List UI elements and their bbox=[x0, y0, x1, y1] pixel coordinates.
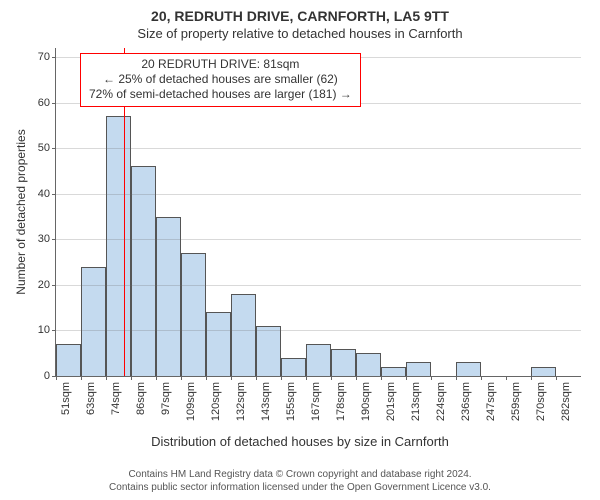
x-tick-label: 86sqm bbox=[135, 382, 147, 415]
x-tick-mark bbox=[431, 376, 432, 380]
y-tick-label: 0 bbox=[44, 370, 50, 382]
x-tick-label: 167sqm bbox=[310, 382, 322, 421]
bar bbox=[331, 349, 356, 376]
attribution-line: Contains public sector information licen… bbox=[0, 481, 600, 494]
y-tick-mark bbox=[52, 103, 56, 104]
x-tick-label: 155sqm bbox=[285, 382, 297, 421]
attribution-line: Contains HM Land Registry data © Crown c… bbox=[0, 468, 600, 481]
y-tick-label: 50 bbox=[38, 142, 50, 154]
x-tick-mark bbox=[331, 376, 332, 380]
x-tick-mark bbox=[56, 376, 57, 380]
x-tick-label: 143sqm bbox=[260, 382, 272, 421]
x-tick-mark bbox=[131, 376, 132, 380]
x-tick-label: 132sqm bbox=[235, 382, 247, 421]
y-tick-label: 30 bbox=[38, 233, 50, 245]
x-tick-mark bbox=[306, 376, 307, 380]
x-tick-label: 247sqm bbox=[485, 382, 497, 421]
bar bbox=[356, 353, 381, 376]
x-tick-label: 190sqm bbox=[360, 382, 372, 421]
attribution: Contains HM Land Registry data © Crown c… bbox=[0, 468, 600, 494]
y-tick-mark bbox=[52, 194, 56, 195]
y-tick-mark bbox=[52, 239, 56, 240]
bar bbox=[306, 344, 331, 376]
x-tick-label: 259sqm bbox=[510, 382, 522, 421]
x-tick-mark bbox=[531, 376, 532, 380]
x-tick-mark bbox=[356, 376, 357, 380]
x-tick-mark bbox=[381, 376, 382, 380]
bar bbox=[456, 362, 481, 376]
x-tick-label: 97sqm bbox=[160, 382, 172, 415]
x-tick-mark bbox=[281, 376, 282, 380]
gridline bbox=[56, 148, 581, 149]
x-tick-label: 120sqm bbox=[210, 382, 222, 421]
bar bbox=[81, 267, 106, 376]
x-tick-mark bbox=[406, 376, 407, 380]
x-tick-mark bbox=[181, 376, 182, 380]
y-tick-mark bbox=[52, 57, 56, 58]
x-tick-mark bbox=[106, 376, 107, 380]
x-tick-label: 213sqm bbox=[410, 382, 422, 421]
x-axis-label: Distribution of detached houses by size … bbox=[0, 434, 600, 449]
x-tick-mark bbox=[481, 376, 482, 380]
x-tick-mark bbox=[81, 376, 82, 380]
x-tick-label: 270sqm bbox=[535, 382, 547, 421]
bar bbox=[56, 344, 81, 376]
bar bbox=[231, 294, 256, 376]
x-tick-mark bbox=[456, 376, 457, 380]
annotation-line: ← 25% of detached houses are smaller (62… bbox=[89, 72, 352, 87]
chart-title: 20, REDRUTH DRIVE, CARNFORTH, LA5 9TT bbox=[0, 8, 600, 24]
x-tick-mark bbox=[206, 376, 207, 380]
x-tick-label: 74sqm bbox=[110, 382, 122, 415]
x-tick-label: 109sqm bbox=[185, 382, 197, 421]
bar bbox=[106, 116, 131, 376]
bar bbox=[156, 217, 181, 376]
gridline bbox=[56, 285, 581, 286]
x-tick-label: 63sqm bbox=[85, 382, 97, 415]
y-axis-label: Number of detached properties bbox=[14, 112, 28, 312]
x-tick-mark bbox=[506, 376, 507, 380]
bar bbox=[281, 358, 306, 376]
y-tick-mark bbox=[52, 285, 56, 286]
bar bbox=[531, 367, 556, 376]
bar bbox=[206, 312, 231, 376]
x-tick-label: 236sqm bbox=[460, 382, 472, 421]
y-tick-mark bbox=[52, 148, 56, 149]
y-tick-label: 40 bbox=[38, 188, 50, 200]
x-tick-mark bbox=[256, 376, 257, 380]
bar bbox=[181, 253, 206, 376]
x-tick-label: 51sqm bbox=[60, 382, 72, 415]
gridline bbox=[56, 239, 581, 240]
y-tick-label: 70 bbox=[38, 51, 50, 63]
gridline bbox=[56, 330, 581, 331]
chart-subtitle: Size of property relative to detached ho… bbox=[0, 26, 600, 41]
gridline bbox=[56, 194, 581, 195]
bar bbox=[131, 166, 156, 376]
x-tick-mark bbox=[231, 376, 232, 380]
y-tick-mark bbox=[52, 330, 56, 331]
x-tick-mark bbox=[156, 376, 157, 380]
annotation-box: 20 REDRUTH DRIVE: 81sqm ← 25% of detache… bbox=[80, 53, 361, 107]
bar bbox=[381, 367, 406, 376]
x-tick-label: 224sqm bbox=[435, 382, 447, 421]
annotation-line: 72% of semi-detached houses are larger (… bbox=[89, 87, 352, 102]
y-tick-label: 20 bbox=[38, 279, 50, 291]
x-tick-label: 178sqm bbox=[335, 382, 347, 421]
x-tick-label: 282sqm bbox=[560, 382, 572, 421]
x-tick-mark bbox=[556, 376, 557, 380]
y-tick-label: 10 bbox=[38, 324, 50, 336]
y-tick-label: 60 bbox=[38, 97, 50, 109]
chart-container: 20, REDRUTH DRIVE, CARNFORTH, LA5 9TT Si… bbox=[0, 0, 600, 500]
bar bbox=[256, 326, 281, 376]
x-tick-label: 201sqm bbox=[385, 382, 397, 421]
annotation-line: 20 REDRUTH DRIVE: 81sqm bbox=[89, 57, 352, 72]
bar bbox=[406, 362, 431, 376]
